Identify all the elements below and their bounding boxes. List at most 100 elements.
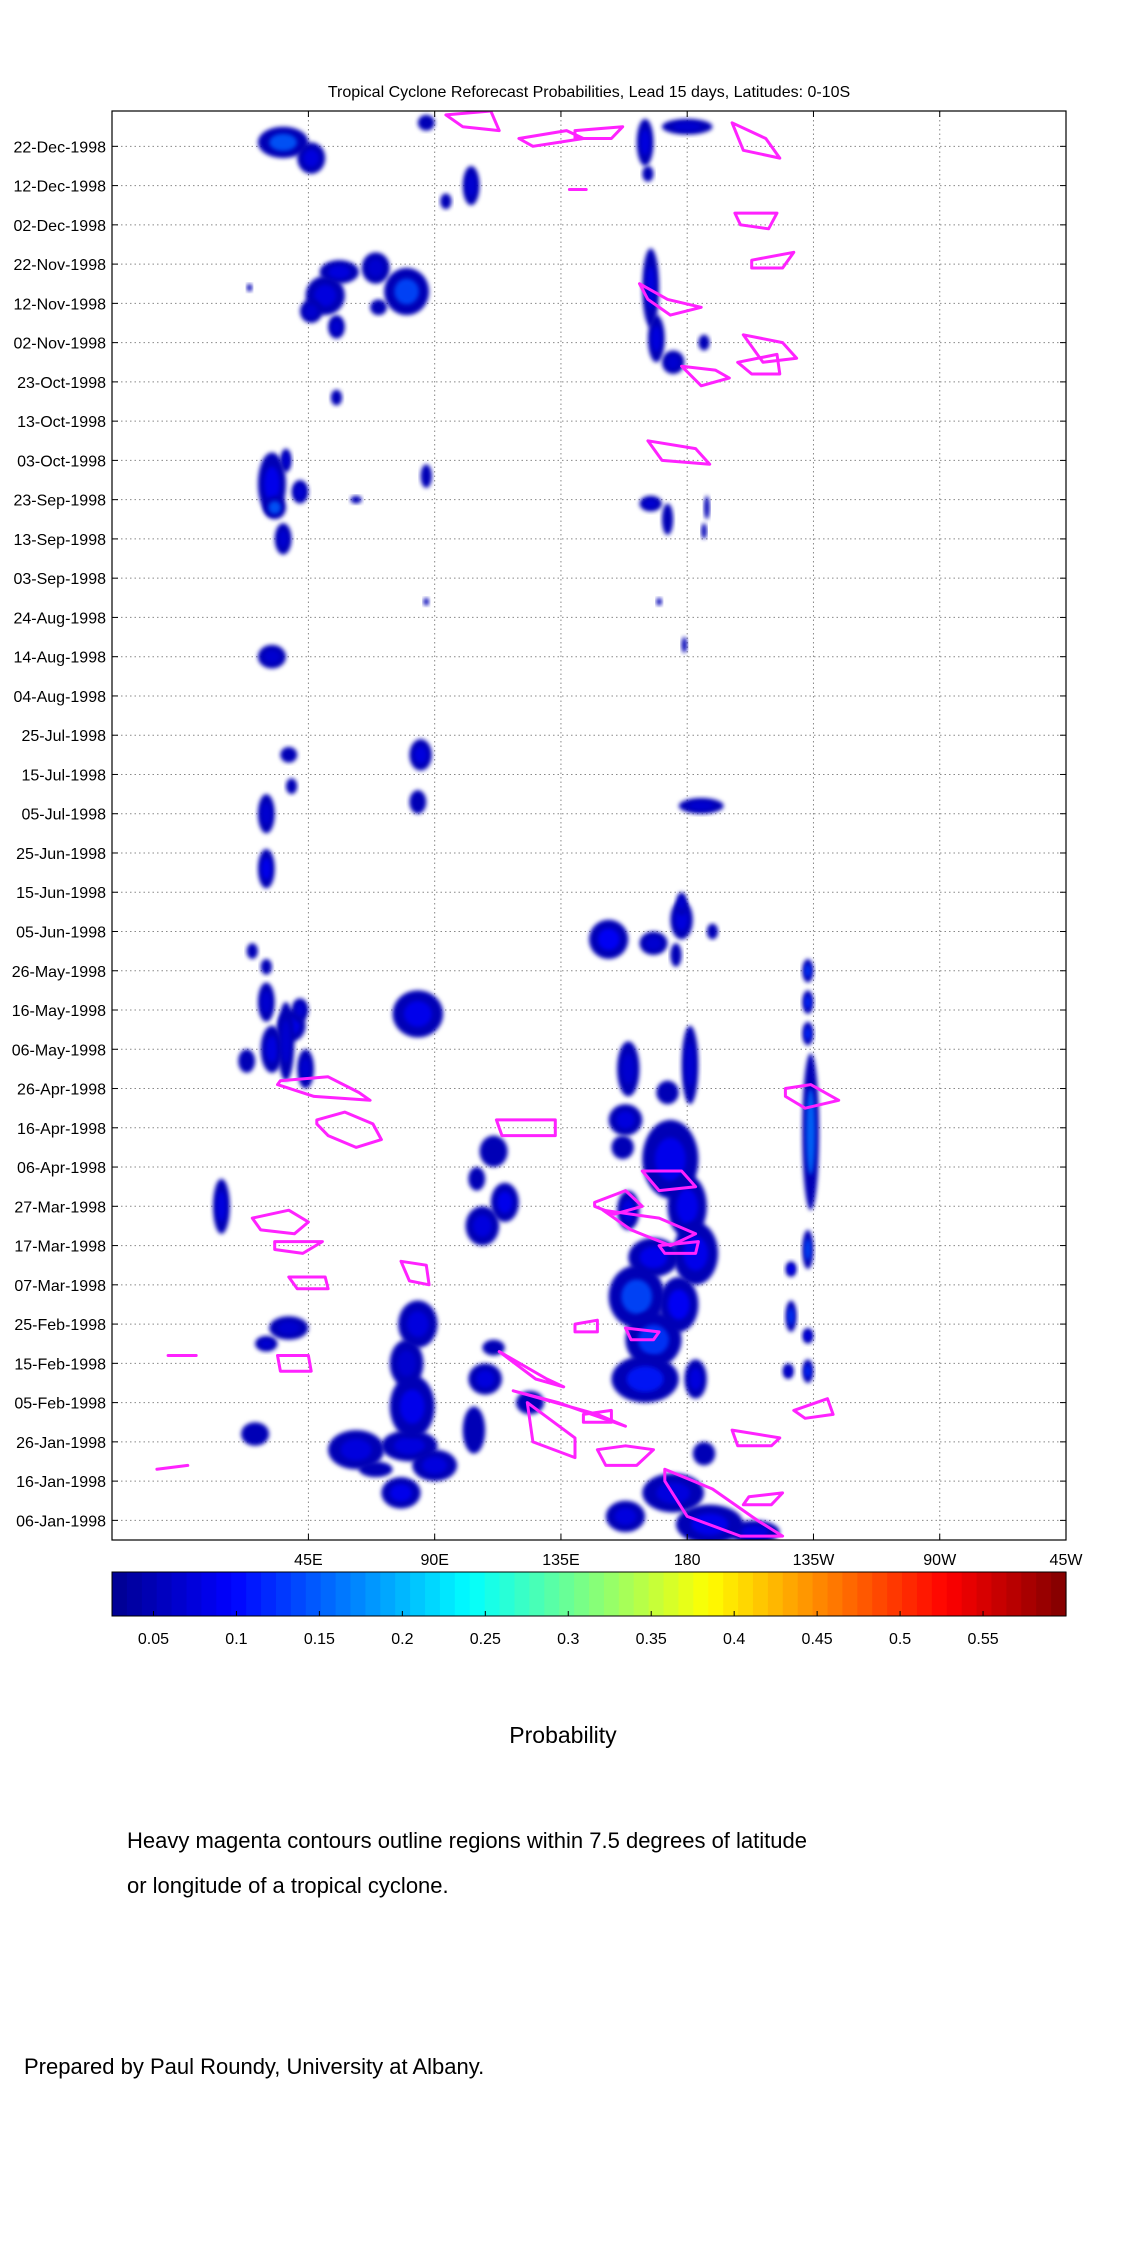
y-tick-label: 03-Sep-1998 [13, 571, 106, 588]
probability-region-core [497, 1191, 513, 1214]
cyclone-contour [750, 250, 796, 270]
probability-region-base [260, 958, 272, 975]
probability-region [684, 1359, 707, 1399]
probability-region [802, 990, 814, 1014]
colorbar-segment [1006, 1572, 1022, 1616]
cyclone-contour [155, 1463, 190, 1471]
colorbar-segment [499, 1572, 516, 1616]
probability-region [802, 958, 814, 983]
probability-region [412, 1449, 458, 1482]
probability-region [330, 389, 343, 406]
probability-region-core [473, 1215, 492, 1237]
probability-region-core [260, 1339, 273, 1349]
probability-region [782, 1363, 794, 1380]
probability-region-core [787, 1307, 795, 1325]
colorbar-segment [156, 1572, 173, 1616]
colorbar-segment [991, 1572, 1007, 1616]
colorbar-segment [112, 1572, 128, 1616]
colorbar-segment [201, 1572, 217, 1616]
x-tick-label: 135E [542, 1552, 579, 1569]
colorbar-segment [752, 1572, 769, 1616]
probability-region-base [246, 943, 258, 959]
probability-region [423, 597, 430, 606]
y-tick-label: 17-Mar-1998 [14, 1239, 106, 1256]
probability-region [785, 1261, 797, 1277]
probability-region-base [238, 1049, 256, 1073]
colorbar-segment [231, 1572, 247, 1616]
probability-region [257, 849, 275, 889]
probability-region [704, 495, 710, 520]
probability-region-core [269, 133, 298, 152]
colorbar-segment [767, 1572, 784, 1616]
y-tick-label: 15-Feb-1998 [14, 1356, 106, 1373]
probability-region [661, 503, 674, 535]
probability-region [462, 165, 480, 206]
probability-region-core [667, 1289, 690, 1320]
probability-region-core [390, 1484, 412, 1502]
probability-region [358, 1461, 393, 1478]
probability-region [384, 268, 430, 316]
y-tick-label: 06-Jan-1998 [16, 1513, 106, 1530]
probability-region [617, 1041, 640, 1097]
probability-region-core [639, 1246, 668, 1269]
probability-region-core [305, 304, 318, 318]
probability-region [280, 746, 298, 763]
probability-region [661, 118, 713, 135]
cyclone-contour [494, 1118, 557, 1138]
y-tick-label: 16-Apr-1998 [17, 1121, 106, 1138]
y-tick-label: 27-Mar-1998 [14, 1199, 106, 1216]
probability-region-core [667, 355, 680, 369]
probability-region [647, 315, 665, 363]
cyclone-contour [733, 211, 779, 231]
probability-region [328, 1430, 385, 1470]
probability-region [417, 114, 435, 131]
cyclone-contour [640, 1169, 698, 1193]
colorbar-segment [246, 1572, 262, 1616]
y-tick-label: 06-Apr-1998 [17, 1160, 106, 1177]
probability-region [381, 1477, 421, 1509]
probability-region [468, 1167, 486, 1191]
cyclone-contour [276, 1354, 313, 1373]
probability-region [257, 982, 275, 1022]
probability-region-core [216, 1191, 227, 1222]
probability-region-core [303, 149, 319, 167]
probability-region [785, 1300, 797, 1332]
colorbar-segment [812, 1572, 829, 1616]
probability-region [255, 1335, 278, 1352]
probability-region [389, 1375, 435, 1438]
probability-region-core [676, 1189, 699, 1224]
probability-region [319, 260, 359, 284]
probability-region [628, 1237, 679, 1277]
probability-region [802, 1053, 820, 1211]
probability-region-base [656, 597, 662, 606]
probability-region [370, 299, 387, 316]
probability-region [269, 1316, 309, 1340]
probability-region-core [804, 1331, 811, 1341]
colorbar-segment [439, 1572, 456, 1616]
cyclone-contour [497, 1350, 566, 1389]
colorbar-segment [738, 1572, 754, 1616]
y-tick-label: 12-Nov-1998 [14, 296, 107, 313]
probability-region [802, 1021, 814, 1046]
probability-region [257, 794, 275, 834]
probability-region-core [616, 1111, 635, 1129]
probability-region-core [804, 964, 811, 978]
colorbar-segment [261, 1572, 277, 1616]
probability-region [257, 126, 309, 159]
probability-region [389, 1339, 424, 1387]
cyclone-contour [250, 1208, 310, 1236]
probability-region-core [264, 466, 280, 502]
probability-region [285, 778, 298, 795]
colorbar-segment [663, 1572, 680, 1616]
probability-region-core [281, 1019, 291, 1064]
colorbar-segment [648, 1572, 665, 1616]
probability-region-base [409, 790, 427, 814]
probability-region-core [678, 897, 685, 911]
probability-region [692, 1441, 716, 1466]
y-tick-label: 26-Apr-1998 [17, 1082, 106, 1099]
probability-region [246, 943, 258, 959]
probability-region-core [394, 278, 419, 305]
colorbar-segment [708, 1572, 724, 1616]
probability-region [328, 315, 345, 339]
probability-region [675, 892, 688, 916]
